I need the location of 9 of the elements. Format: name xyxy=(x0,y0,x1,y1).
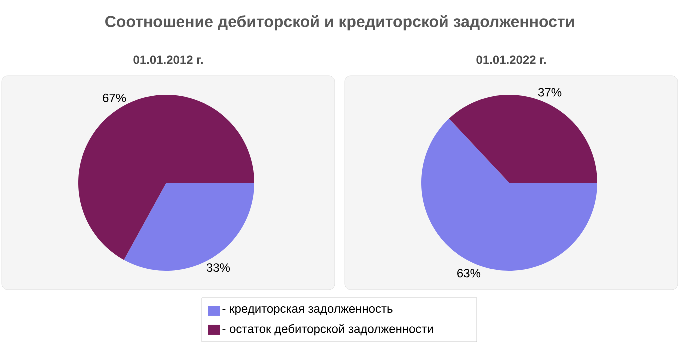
legend-label: - кредиторская задолженность xyxy=(222,306,393,316)
data-label: 37% xyxy=(538,88,562,97)
chart-title: 01.01.2022 г. xyxy=(476,56,546,64)
legend-label: - остаток дебиторской задолженности xyxy=(222,324,434,336)
chart-title: Соотношение дебиторской и кредиторской задолженности xyxy=(106,15,574,31)
chart-subtitle: 01.01.2012 г. xyxy=(134,56,203,64)
data-label: 33% xyxy=(206,264,230,272)
data-label: 67% xyxy=(103,94,126,102)
data-label: 63% xyxy=(458,269,481,278)
